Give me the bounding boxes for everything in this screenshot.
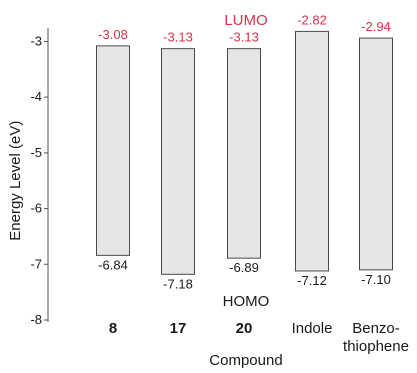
- category-label: 20: [236, 320, 253, 337]
- y-tick-label: -3: [30, 33, 42, 48]
- energy-bar: [295, 30, 329, 272]
- lumo-value-label: -3.13: [229, 30, 259, 45]
- lumo-value-label: -3.08: [98, 27, 128, 42]
- homo-value-label: -7.10: [361, 272, 391, 287]
- energy-bar: [227, 48, 261, 259]
- y-tick-label: -8: [30, 312, 42, 327]
- y-tick-label: -5: [30, 145, 42, 160]
- lumo-value-label: -3.13: [163, 30, 193, 45]
- category-label: 8: [109, 320, 117, 337]
- homo-value-label: -6.89: [229, 260, 259, 275]
- y-tick-label: -4: [30, 89, 42, 104]
- lumo-label: LUMO: [224, 12, 267, 29]
- energy-bar: [359, 37, 393, 271]
- y-tick-label: -7: [30, 256, 42, 271]
- y-axis-title: Energy Level (eV): [7, 121, 24, 241]
- homo-label: HOMO: [223, 293, 270, 310]
- energy-bar: [161, 48, 195, 275]
- category-label-line2: thiophene: [343, 338, 409, 355]
- homo-value-label: -7.18: [163, 276, 193, 291]
- lumo-value-label: -2.82: [297, 12, 327, 27]
- homo-value-label: -6.84: [98, 257, 128, 272]
- y-tick-label: -6: [30, 201, 42, 216]
- category-label: Indole: [292, 320, 333, 337]
- x-axis-title: Compound: [209, 352, 282, 369]
- category-label: Benzo-: [352, 320, 400, 337]
- lumo-value-label: -2.94: [361, 19, 391, 34]
- category-label: 17: [170, 320, 187, 337]
- homo-value-label: -7.12: [297, 273, 327, 288]
- energy-bar: [96, 45, 130, 256]
